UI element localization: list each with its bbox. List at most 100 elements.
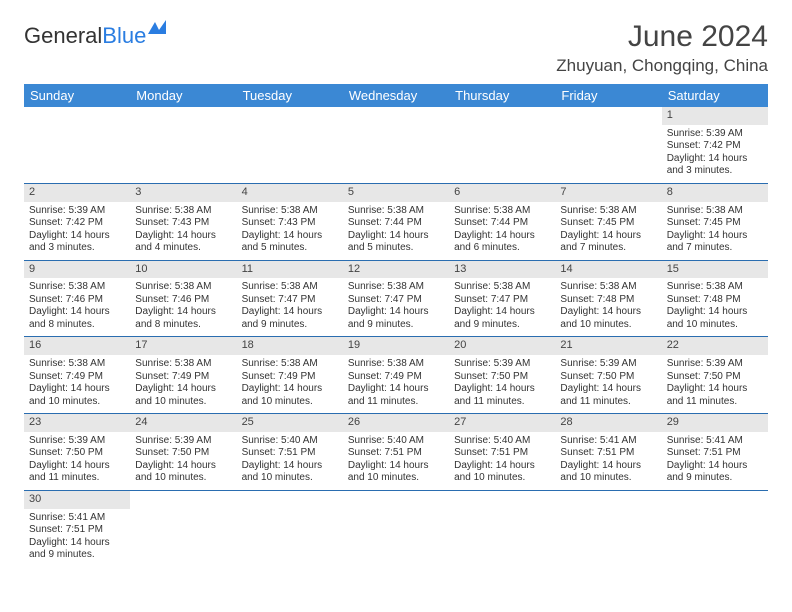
daylight-text: Daylight: 14 hours (667, 153, 763, 166)
sunrise-text: Sunrise: 5:38 AM (454, 205, 550, 218)
calendar-day-cell: 17Sunrise: 5:38 AMSunset: 7:49 PMDayligh… (130, 337, 236, 414)
calendar-day-cell: 4Sunrise: 5:38 AMSunset: 7:43 PMDaylight… (237, 183, 343, 260)
daylight-text: Daylight: 14 hours (454, 230, 550, 243)
calendar-day-cell: 25Sunrise: 5:40 AMSunset: 7:51 PMDayligh… (237, 414, 343, 491)
day-details: Sunrise: 5:39 AMSunset: 7:50 PMDaylight:… (560, 358, 656, 408)
logo-text-general: General (24, 23, 102, 49)
day-details: Sunrise: 5:38 AMSunset: 7:43 PMDaylight:… (135, 205, 231, 255)
sunrise-text: Sunrise: 5:38 AM (242, 205, 338, 218)
calendar-empty-cell (343, 490, 449, 566)
sunset-text: Sunset: 7:42 PM (29, 217, 125, 230)
calendar-day-cell: 5Sunrise: 5:38 AMSunset: 7:44 PMDaylight… (343, 183, 449, 260)
weekday-header: Saturday (662, 84, 768, 107)
calendar-empty-cell (237, 107, 343, 183)
sunset-text: Sunset: 7:47 PM (454, 294, 550, 307)
sunrise-text: Sunrise: 5:38 AM (454, 281, 550, 294)
calendar-week-row: 23Sunrise: 5:39 AMSunset: 7:50 PMDayligh… (24, 414, 768, 491)
calendar-day-cell: 20Sunrise: 5:39 AMSunset: 7:50 PMDayligh… (449, 337, 555, 414)
daylight-text: and 10 minutes. (135, 472, 231, 485)
daylight-text: Daylight: 14 hours (560, 383, 656, 396)
calendar-empty-cell (130, 107, 236, 183)
daylight-text: Daylight: 14 hours (29, 383, 125, 396)
day-details: Sunrise: 5:41 AMSunset: 7:51 PMDaylight:… (29, 512, 125, 562)
calendar-day-cell: 21Sunrise: 5:39 AMSunset: 7:50 PMDayligh… (555, 337, 661, 414)
day-number: 26 (343, 414, 449, 432)
daylight-text: Daylight: 14 hours (560, 230, 656, 243)
daylight-text: Daylight: 14 hours (242, 383, 338, 396)
logo-flag-icon (148, 20, 172, 38)
calendar-day-cell: 14Sunrise: 5:38 AMSunset: 7:48 PMDayligh… (555, 260, 661, 337)
calendar-empty-cell (555, 107, 661, 183)
calendar-day-cell: 2Sunrise: 5:39 AMSunset: 7:42 PMDaylight… (24, 183, 130, 260)
calendar-empty-cell (24, 107, 130, 183)
sunset-text: Sunset: 7:50 PM (454, 371, 550, 384)
calendar-week-row: 2Sunrise: 5:39 AMSunset: 7:42 PMDaylight… (24, 183, 768, 260)
day-details: Sunrise: 5:38 AMSunset: 7:49 PMDaylight:… (242, 358, 338, 408)
daylight-text: and 7 minutes. (667, 242, 763, 255)
calendar-empty-cell (343, 107, 449, 183)
daylight-text: and 3 minutes. (29, 242, 125, 255)
day-number: 19 (343, 337, 449, 355)
day-number: 3 (130, 184, 236, 202)
header: GeneralBlue June 2024 Zhuyuan, Chongqing… (24, 20, 768, 76)
daylight-text: and 10 minutes. (242, 472, 338, 485)
daylight-text: Daylight: 14 hours (29, 230, 125, 243)
sunrise-text: Sunrise: 5:38 AM (348, 358, 444, 371)
daylight-text: Daylight: 14 hours (454, 383, 550, 396)
sunrise-text: Sunrise: 5:38 AM (135, 281, 231, 294)
sunrise-text: Sunrise: 5:38 AM (667, 281, 763, 294)
sunset-text: Sunset: 7:49 PM (29, 371, 125, 384)
sunrise-text: Sunrise: 5:41 AM (29, 512, 125, 525)
weekday-header: Monday (130, 84, 236, 107)
sunset-text: Sunset: 7:51 PM (348, 447, 444, 460)
daylight-text: and 10 minutes. (348, 472, 444, 485)
location-subtitle: Zhuyuan, Chongqing, China (556, 56, 768, 76)
calendar-day-cell: 26Sunrise: 5:40 AMSunset: 7:51 PMDayligh… (343, 414, 449, 491)
daylight-text: Daylight: 14 hours (667, 460, 763, 473)
daylight-text: and 11 minutes. (667, 396, 763, 409)
sunrise-text: Sunrise: 5:39 AM (667, 128, 763, 141)
daylight-text: Daylight: 14 hours (135, 306, 231, 319)
daylight-text: and 11 minutes. (348, 396, 444, 409)
day-number: 30 (24, 491, 130, 509)
day-number: 7 (555, 184, 661, 202)
day-number: 17 (130, 337, 236, 355)
weekday-header: Wednesday (343, 84, 449, 107)
daylight-text: and 11 minutes. (560, 396, 656, 409)
day-details: Sunrise: 5:39 AMSunset: 7:42 PMDaylight:… (667, 128, 763, 178)
calendar-day-cell: 29Sunrise: 5:41 AMSunset: 7:51 PMDayligh… (662, 414, 768, 491)
calendar-day-cell: 7 Sunrise: 5:38 AMSunset: 7:45 PMDaylight… (555, 183, 661, 260)
title-block: June 2024 Zhuyuan, Chongqing, China (556, 20, 768, 76)
sunset-text: Sunset: 7:45 PM (667, 217, 763, 230)
sunset-text: Sunset: 7:51 PM (29, 524, 125, 537)
day-details: Sunrise: 5:38 AMSunset: 7:45 PMDaylight:… (560, 205, 656, 255)
daylight-text: Daylight: 14 hours (242, 306, 338, 319)
sunset-text: Sunset: 7:47 PM (348, 294, 444, 307)
calendar-empty-cell (555, 490, 661, 566)
calendar-table: SundayMondayTuesdayWednesdayThursdayFrid… (24, 84, 768, 567)
calendar-day-cell: 27Sunrise: 5:40 AMSunset: 7:51 PMDayligh… (449, 414, 555, 491)
sunrise-text: Sunrise: 5:40 AM (348, 435, 444, 448)
daylight-text: Daylight: 14 hours (348, 383, 444, 396)
sunset-text: Sunset: 7:43 PM (242, 217, 338, 230)
daylight-text: and 10 minutes. (667, 319, 763, 332)
sunrise-text: Sunrise: 5:38 AM (29, 281, 125, 294)
calendar-week-row: 9Sunrise: 5:38 AMSunset: 7:46 PMDaylight… (24, 260, 768, 337)
day-number: 24 (130, 414, 236, 432)
day-details: Sunrise: 5:40 AMSunset: 7:51 PMDaylight:… (454, 435, 550, 485)
daylight-text: Daylight: 14 hours (348, 306, 444, 319)
calendar-week-row: 30 Sunrise: 5:41 AMSunset: 7:51 PMDayligh… (24, 490, 768, 566)
day-number: 1 (662, 107, 768, 125)
calendar-empty-cell (662, 490, 768, 566)
day-number: 29 (662, 414, 768, 432)
daylight-text: Daylight: 14 hours (242, 460, 338, 473)
sunset-text: Sunset: 7:50 PM (29, 447, 125, 460)
sunrise-text: Sunrise: 5:40 AM (242, 435, 338, 448)
sunrise-text: Sunrise: 5:38 AM (560, 205, 656, 218)
daylight-text: and 9 minutes. (454, 319, 550, 332)
day-details: Sunrise: 5:39 AMSunset: 7:50 PMDaylight:… (454, 358, 550, 408)
day-number: 2 (24, 184, 130, 202)
day-details: Sunrise: 5:38 AMSunset: 7:44 PMDaylight:… (348, 205, 444, 255)
daylight-text: and 10 minutes. (454, 472, 550, 485)
sunset-text: Sunset: 7:49 PM (242, 371, 338, 384)
